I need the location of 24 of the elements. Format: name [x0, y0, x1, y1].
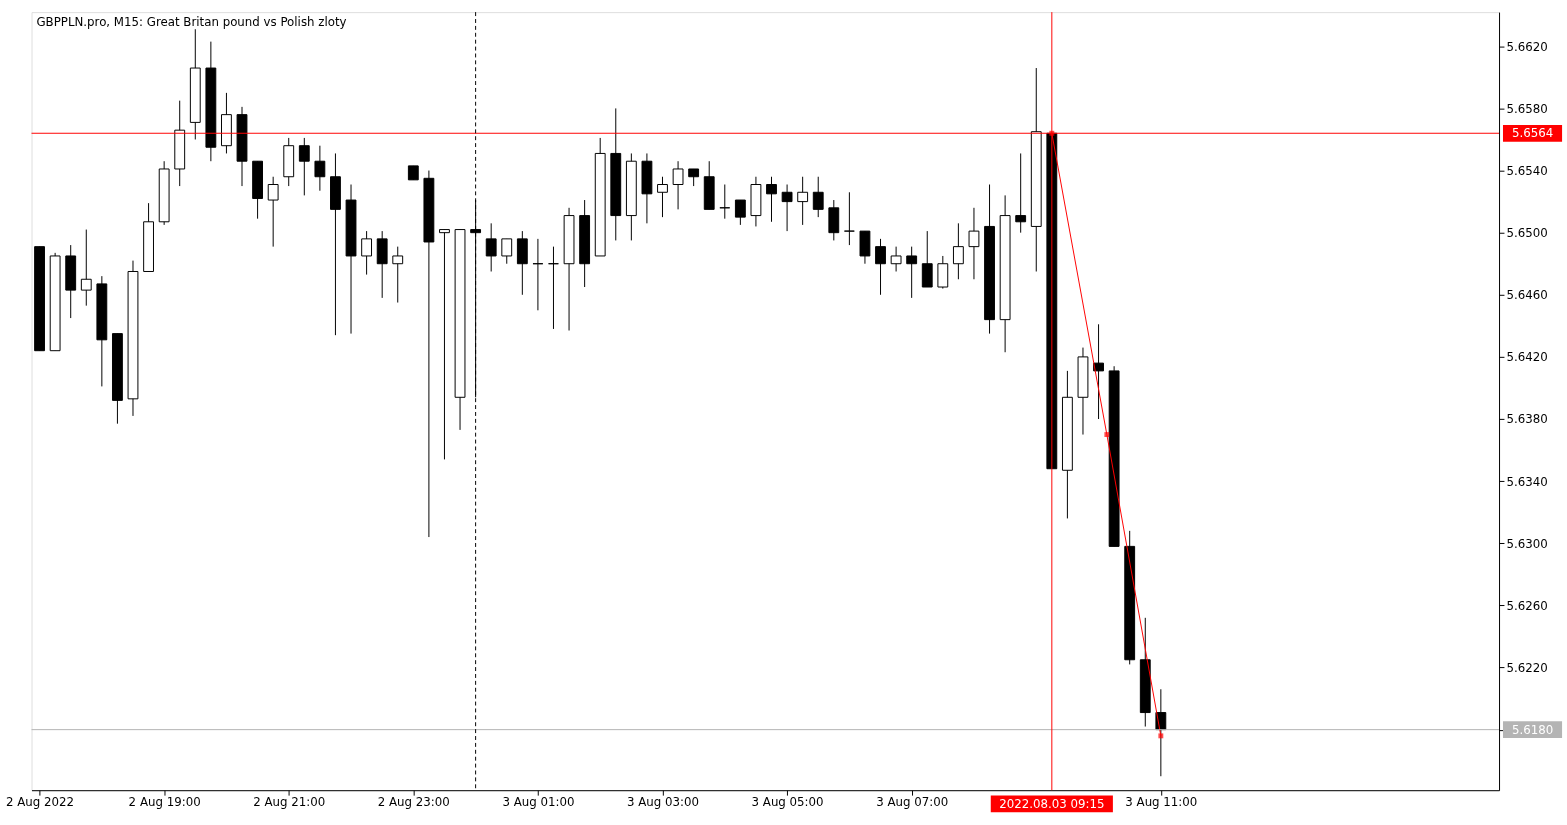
x-tick-label: 2 Aug 19:00 [128, 795, 201, 810]
y-tick-label: 5.6500 [1506, 226, 1548, 241]
x-tick-label: 2 Aug 23:00 [377, 795, 450, 810]
y-tick-label: 5.6420 [1506, 350, 1548, 365]
ref-line-label: 2022.08.03 09:15 [999, 796, 1105, 811]
y-tick-label: 5.6220 [1506, 660, 1548, 675]
y-tick-label: 5.6580 [1506, 101, 1548, 116]
y-tick-label: 5.6460 [1506, 288, 1548, 303]
x-tick-label: 3 Aug 11:00 [1125, 795, 1198, 810]
ref-line-label: 5.6180 [1511, 722, 1554, 737]
x-tick-label: 3 Aug 03:00 [626, 795, 700, 810]
y-tick-label: 5.6620 [1506, 39, 1548, 54]
x-tick-label: 3 Aug 07:00 [876, 795, 949, 810]
x-tick-label: 3 Aug 05:00 [751, 795, 824, 810]
x-tick-label: 2 Aug 2022 [6, 795, 75, 810]
y-tick-label: 5.6260 [1506, 598, 1548, 613]
x-tick-label: 2 Aug 21:00 [253, 795, 326, 810]
ref-line-label: 5.6564 [1511, 126, 1554, 141]
chart-title: GBPPLN.pro, M15: Great Britan pound vs Polish zloty [36, 14, 347, 29]
y-tick-label: 5.6300 [1506, 536, 1548, 551]
y-tick-label: 5.6540 [1506, 163, 1548, 178]
y-tick-label: 5.6380 [1506, 412, 1548, 427]
y-tick-label: 5.6340 [1506, 474, 1548, 489]
x-tick-label: 3 Aug 01:00 [502, 795, 575, 810]
